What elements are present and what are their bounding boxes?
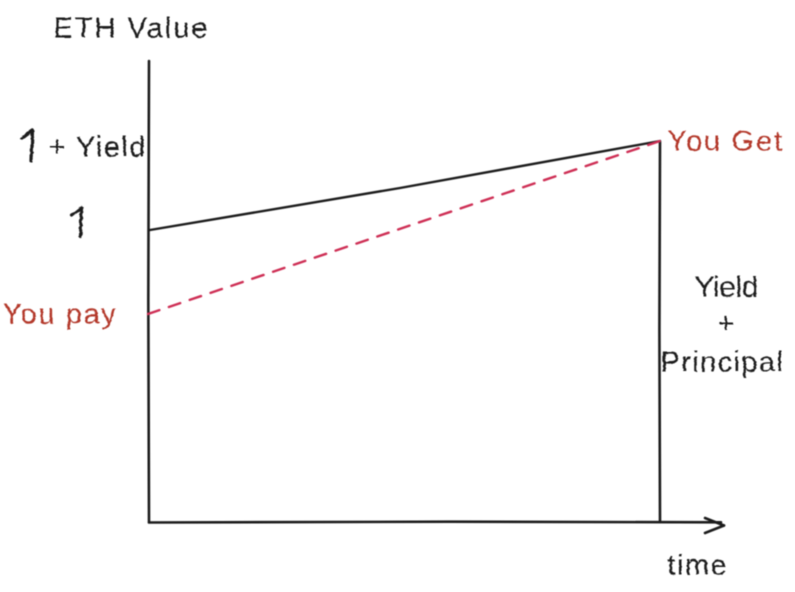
svg-text:+ Yield: + Yield xyxy=(48,131,146,163)
svg-text:Yield: Yield xyxy=(694,271,757,303)
svg-text:Principal: Principal xyxy=(660,346,784,378)
svg-text:You Get: You Get xyxy=(667,125,783,157)
svg-text:+: + xyxy=(717,307,734,339)
svg-text:ETH Value: ETH Value xyxy=(53,12,209,44)
svg-text:You pay: You pay xyxy=(2,298,117,330)
svg-text:time: time xyxy=(667,549,728,581)
